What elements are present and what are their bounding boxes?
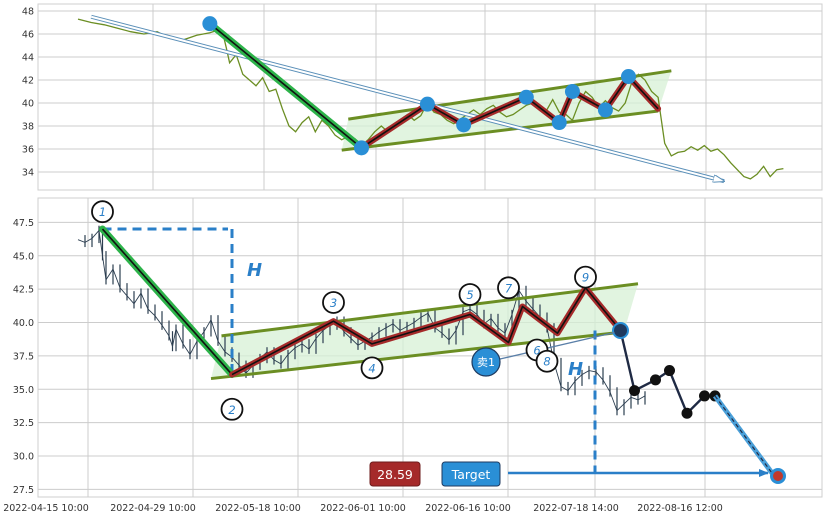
x-tick-label-0: 2022-04-15 10:00 <box>3 503 89 514</box>
top-channel-fill <box>341 70 672 151</box>
bottom-panel: 27.5 30.0 32.5 35.0 37.5 40.0 42.5 45.0 47.5 H H 卖1… <box>13 197 823 498</box>
bottom-forecast-point-4 <box>681 407 693 419</box>
top-y-tick-label-5: 44 <box>22 53 34 64</box>
bottom-sell-bubble <box>471 347 501 377</box>
bottom-y-tick-label-0: 27.5 <box>13 485 34 496</box>
top-pattern-point-1 <box>202 16 218 32</box>
x-tick-label-6: 2022-08-16 12:00 <box>637 503 723 514</box>
bottom-sell-pointer <box>499 331 615 360</box>
bottom-leg1-core <box>101 228 233 376</box>
top-y-tick-label-1: 36 <box>22 145 34 156</box>
bottom-point-label-circle-9 <box>574 265 597 289</box>
top-pattern-point-3 <box>419 96 435 112</box>
bottom-point-label-circle-2 <box>220 397 244 421</box>
top-channel-upper <box>348 69 672 121</box>
bottom-point-label-circle-4 <box>360 356 384 380</box>
top-y-tick-label-7: 48 <box>22 7 34 18</box>
bottom-y-tick-label-8: 47.5 <box>13 218 34 229</box>
bottom-point-label-7: 7 <box>505 281 513 295</box>
bottom-y-tick-label-7: 45.0 <box>13 251 34 262</box>
top-pattern-point-5 <box>518 89 534 105</box>
top-y-tick-label-4: 42 <box>22 76 34 87</box>
top-channel-lower <box>341 109 659 152</box>
bottom-point-label-circle-3 <box>322 291 345 314</box>
top-pattern-point-6 <box>551 115 567 131</box>
top-y-tick-label-3: 40 <box>22 99 34 110</box>
top-price-line <box>77 18 784 180</box>
x-tick-label-2: 2022-05-18 10:00 <box>215 503 301 514</box>
bottom-h-label-right: H <box>568 359 583 380</box>
bottom-y-tick-label-3: 35.0 <box>13 385 34 396</box>
bottom-target-marker-inner <box>773 471 783 482</box>
top-panel: 34 36 38 40 42 44 46 48 <box>22 3 823 191</box>
top-trend-arrow <box>90 15 724 181</box>
top-pattern-point-8 <box>597 102 613 118</box>
top-pattern-point-4 <box>456 117 472 133</box>
bottom-target-value: 28.59 <box>377 467 413 482</box>
top-pattern-point-7 <box>564 84 580 99</box>
bottom-point-label-8: 8 <box>543 355 550 369</box>
x-tick-label-5: 2022-07-18 14:00 <box>533 503 619 514</box>
top-y-tick-label-2: 38 <box>22 122 34 133</box>
bottom-point-label-6: 6 <box>533 344 540 358</box>
bottom-y-tick-label-2: 32.5 <box>13 418 34 429</box>
bottom-forecast-point-3 <box>664 365 675 377</box>
bottom-sell-label: 卖1 <box>477 356 495 369</box>
bottom-y-tick-label-5: 40.0 <box>13 318 34 329</box>
bottom-target-value-box <box>369 461 421 487</box>
bottom-point-label-4: 4 <box>368 361 375 375</box>
bottom-point-label-circle-5 <box>458 283 482 306</box>
bottom-y-tick-label-1: 30.0 <box>13 452 34 463</box>
bottom-target-arrow-inner <box>714 395 773 474</box>
x-tick-label-3: 2022-06-01 10:00 <box>320 503 406 514</box>
bottom-target-label: Target <box>451 467 491 482</box>
bottom-sell-point <box>612 322 629 340</box>
bottom-target-label-box <box>441 461 501 487</box>
bottom-point-label-1: 1 <box>99 205 106 219</box>
bottom-point-label-9: 9 <box>582 271 589 285</box>
bottom-forecast-point-5 <box>699 390 710 402</box>
bottom-y-tick-label-4: 37.5 <box>13 351 34 362</box>
bottom-price-line <box>77 229 646 412</box>
bottom-y-tick-label-6: 42.5 <box>13 285 34 296</box>
top-pattern-point-9 <box>620 69 636 85</box>
top-leg1-core <box>209 23 362 149</box>
bottom-channel-upper <box>221 282 639 338</box>
bottom-point-label-2: 2 <box>228 403 235 417</box>
x-tick-labels: 2022-04-15 10:00 2022-04-29 10:00 2022-05-… <box>3 503 723 514</box>
top-y-tick-label-6: 46 <box>22 30 34 41</box>
bottom-point-label-5: 5 <box>466 288 473 302</box>
bottom-forecast-point-2 <box>650 374 661 386</box>
bottom-point-label-circle-7 <box>497 276 520 300</box>
bottom-forecast-point-1 <box>629 385 640 397</box>
bottom-h-label-left: H <box>247 260 262 281</box>
bottom-channel-lower <box>210 330 625 381</box>
top-pattern-point-2 <box>353 140 369 156</box>
bottom-point-label-circle-1 <box>91 200 114 224</box>
bottom-point-label-3: 3 <box>330 296 337 310</box>
x-tick-label-4: 2022-06-16 10:00 <box>425 503 511 514</box>
top-y-tick-label-0: 34 <box>22 168 34 179</box>
bottom-point-label-circle-8 <box>535 349 559 373</box>
bottom-pattern-core <box>231 286 622 376</box>
x-tick-label-1: 2022-04-29 10:00 <box>110 503 196 514</box>
